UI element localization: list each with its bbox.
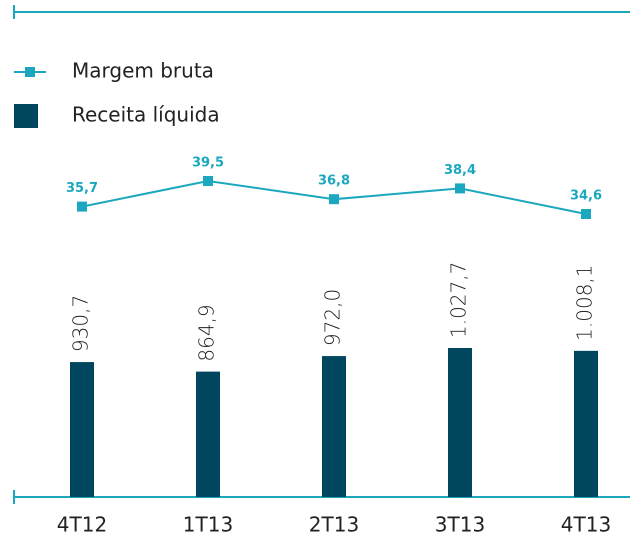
line-value-label: 38,4	[444, 163, 476, 178]
line-marker	[581, 209, 591, 219]
line-marker	[455, 183, 465, 194]
x-tick-label: 4T13	[561, 513, 611, 537]
bar-value-label: 972,0	[321, 289, 345, 346]
x-tick-label: 2T13	[309, 513, 359, 537]
line-value-label: 36,8	[318, 174, 350, 189]
legend-marker	[25, 67, 35, 77]
bar	[322, 356, 346, 497]
bar	[574, 350, 598, 497]
legend-label: Margem bruta	[72, 59, 214, 83]
bar	[70, 362, 94, 497]
bar-value-label: 1.027,7	[447, 262, 471, 338]
bar-value-label: 930,7	[69, 295, 93, 352]
line-value-label: 39,5	[192, 156, 224, 171]
bar-value-label: 864,9	[195, 304, 219, 361]
x-tick-label: 3T13	[435, 513, 485, 537]
line-value-label: 34,6	[570, 189, 602, 204]
line-marker	[203, 176, 213, 186]
x-tick-label: 1T13	[183, 513, 233, 537]
bar-value-label: 1.008,1	[573, 264, 597, 340]
line-marker	[329, 194, 339, 205]
line-value-label: 35,7	[66, 181, 98, 196]
legend-swatch	[14, 104, 38, 128]
line-marker	[77, 201, 87, 212]
bar	[196, 371, 220, 497]
x-tick-label: 4T12	[57, 513, 107, 537]
legend-label: Receita líquida	[72, 103, 220, 127]
bar	[448, 348, 472, 497]
